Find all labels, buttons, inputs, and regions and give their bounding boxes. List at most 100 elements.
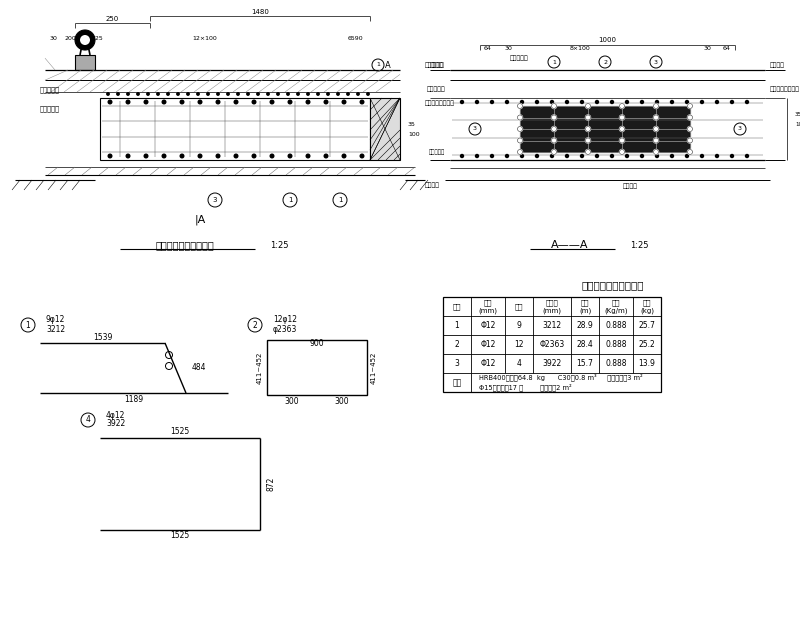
Text: 1539: 1539 <box>93 333 112 342</box>
Text: 30: 30 <box>504 47 512 51</box>
Circle shape <box>366 93 370 95</box>
Circle shape <box>346 93 349 95</box>
Text: 待界基板: 待界基板 <box>622 183 638 189</box>
Text: 64: 64 <box>484 47 492 51</box>
Circle shape <box>237 93 239 95</box>
Circle shape <box>550 100 554 104</box>
Circle shape <box>117 93 119 95</box>
Circle shape <box>490 100 494 104</box>
Circle shape <box>288 154 292 158</box>
Text: 2: 2 <box>253 321 258 330</box>
Text: 0.888: 0.888 <box>606 321 626 330</box>
Circle shape <box>551 150 557 154</box>
Text: |A: |A <box>194 215 206 225</box>
Circle shape <box>654 104 658 109</box>
Circle shape <box>246 93 250 95</box>
Text: 125: 125 <box>91 35 103 40</box>
Circle shape <box>641 154 643 157</box>
Text: 1525: 1525 <box>170 531 190 541</box>
Circle shape <box>461 154 463 157</box>
Text: 0.888: 0.888 <box>606 340 626 349</box>
Circle shape <box>746 154 749 157</box>
Circle shape <box>506 100 509 104</box>
Text: 25.2: 25.2 <box>638 340 655 349</box>
Circle shape <box>326 93 330 95</box>
Circle shape <box>670 100 674 104</box>
Circle shape <box>475 100 478 104</box>
Circle shape <box>686 100 689 104</box>
Circle shape <box>518 150 522 154</box>
Text: 1:25: 1:25 <box>630 241 649 250</box>
Circle shape <box>267 93 269 95</box>
Circle shape <box>566 154 569 157</box>
Circle shape <box>610 154 614 157</box>
Circle shape <box>216 100 220 104</box>
Text: 3: 3 <box>654 60 658 65</box>
Circle shape <box>177 93 179 95</box>
Text: A——A: A——A <box>551 240 589 250</box>
Circle shape <box>687 127 693 131</box>
Text: 12φ12: 12φ12 <box>273 316 297 324</box>
Circle shape <box>297 93 299 95</box>
Text: 单重
(Kg/m): 单重 (Kg/m) <box>604 300 628 314</box>
Circle shape <box>126 93 129 95</box>
Text: A: A <box>385 61 391 70</box>
Circle shape <box>641 100 643 104</box>
Bar <box>520 106 690 152</box>
Circle shape <box>306 154 310 158</box>
Circle shape <box>167 93 170 95</box>
Circle shape <box>490 154 494 157</box>
Circle shape <box>654 127 658 131</box>
Circle shape <box>206 93 210 95</box>
Text: 总重
(kg): 总重 (kg) <box>640 300 654 314</box>
Circle shape <box>535 154 538 157</box>
Circle shape <box>521 154 523 157</box>
Text: 1189: 1189 <box>125 394 143 403</box>
Text: 35: 35 <box>795 113 800 118</box>
Text: Φ2363: Φ2363 <box>539 340 565 349</box>
Text: 人行道板: 人行道板 <box>430 62 445 68</box>
Circle shape <box>360 154 364 158</box>
Text: Φ12: Φ12 <box>480 340 496 349</box>
Text: 1525: 1525 <box>170 428 190 436</box>
Circle shape <box>337 93 339 95</box>
Circle shape <box>619 150 625 154</box>
Text: 3: 3 <box>738 127 742 131</box>
Circle shape <box>687 150 693 154</box>
Circle shape <box>521 100 523 104</box>
Text: 15.7: 15.7 <box>577 359 594 368</box>
Text: 总长
(m): 总长 (m) <box>579 300 591 314</box>
Circle shape <box>715 100 718 104</box>
Text: 411~452: 411~452 <box>371 351 377 384</box>
Circle shape <box>715 154 718 157</box>
Circle shape <box>198 100 202 104</box>
Circle shape <box>586 127 590 131</box>
Circle shape <box>186 93 189 95</box>
Circle shape <box>144 100 148 104</box>
Circle shape <box>317 93 319 95</box>
Text: 9: 9 <box>517 321 522 330</box>
Circle shape <box>550 154 554 157</box>
Circle shape <box>288 100 292 104</box>
Circle shape <box>137 93 139 95</box>
Text: 3: 3 <box>454 359 459 368</box>
Text: Φ12: Φ12 <box>480 321 496 330</box>
Text: 12×100: 12×100 <box>193 35 218 40</box>
Circle shape <box>234 100 238 104</box>
Circle shape <box>180 100 184 104</box>
Circle shape <box>551 115 557 120</box>
Circle shape <box>535 100 538 104</box>
Text: 3922: 3922 <box>542 359 562 368</box>
Circle shape <box>654 150 658 154</box>
Text: 872: 872 <box>266 477 275 491</box>
Circle shape <box>277 93 279 95</box>
Circle shape <box>108 100 112 104</box>
Circle shape <box>730 100 734 104</box>
Circle shape <box>216 154 220 158</box>
Circle shape <box>581 100 583 104</box>
Circle shape <box>306 100 310 104</box>
Text: 标设长
(mm): 标设长 (mm) <box>542 300 562 314</box>
Text: 3212: 3212 <box>46 324 65 333</box>
Text: 250: 250 <box>106 16 119 22</box>
Text: 411~452: 411~452 <box>257 351 263 384</box>
